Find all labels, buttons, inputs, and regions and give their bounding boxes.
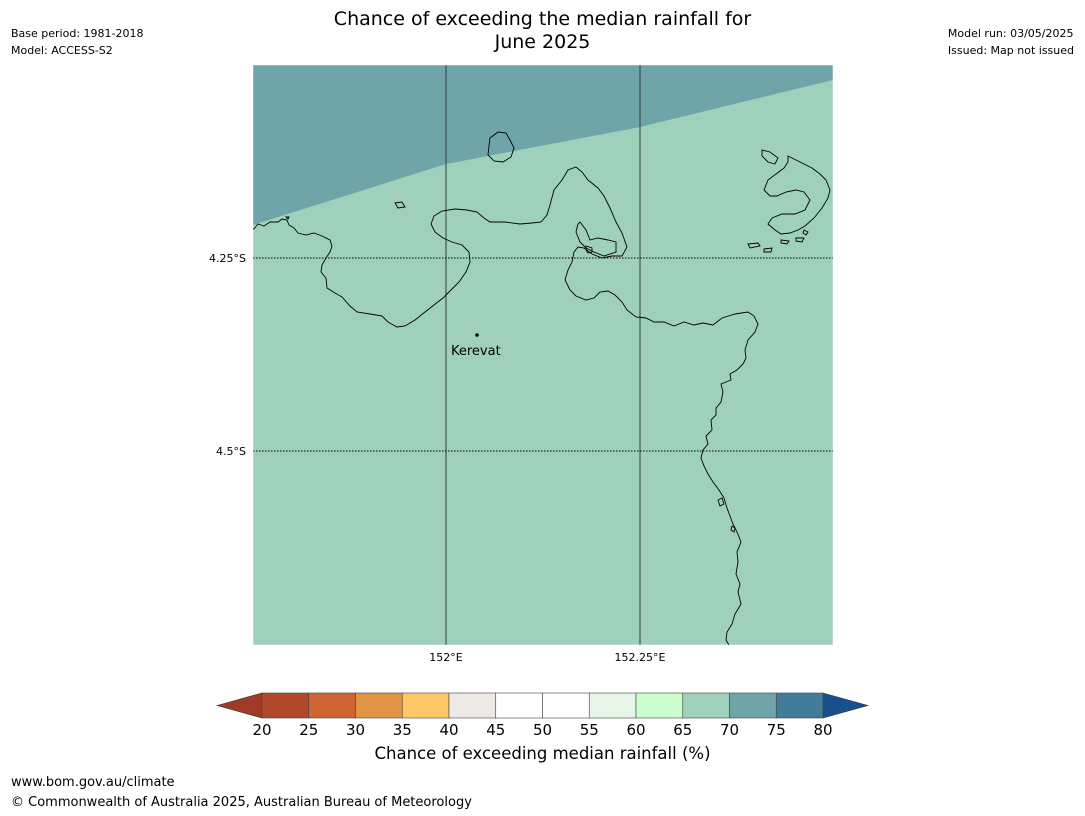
footer-copyright: © Commonwealth of Australia 2025, Austra…	[11, 795, 472, 810]
colorbar-bin-55-60	[588, 692, 637, 719]
colorbar-tick-30: 30	[346, 721, 365, 739]
coastline-west-islet	[394, 201, 406, 209]
colorbar-bin-75-80	[775, 692, 824, 719]
colorbar-tick-65: 65	[673, 721, 692, 739]
base-period-text: Base period: 1981-2018	[11, 27, 144, 40]
colorbar-tick-80: 80	[813, 721, 832, 739]
colorbar-bin-60-65	[635, 692, 684, 719]
meta-right: Model run: 03/05/2025 Issued: Map not is…	[948, 25, 1074, 59]
coastline-main	[253, 166, 759, 645]
colorbar-bin-20-25	[261, 692, 310, 719]
coastline-inner-peninsula	[575, 221, 617, 257]
place-label-kerevat: Kerevat	[451, 344, 501, 359]
coastline	[253, 131, 831, 645]
coastline-ne-islands	[761, 149, 831, 235]
coastline-ne-islet-5	[802, 229, 809, 236]
colorbar-bin-25-30	[308, 692, 356, 719]
title-line-1: Chance of exceeding the median rainfall …	[333, 8, 752, 30]
coastline-ne-islet-1	[747, 242, 761, 249]
coastline-east-islets	[717, 497, 736, 533]
map-title: Chance of exceeding the median rainfall …	[0, 8, 1085, 54]
colorbar-bin-45-50	[495, 692, 543, 719]
map-frame	[252, 64, 834, 646]
colorbar-tick-70: 70	[720, 721, 739, 739]
colorbar-tick-20: 20	[252, 721, 271, 739]
colorbar-bin-35-40	[401, 692, 450, 719]
colorbar-tick-45: 45	[486, 721, 505, 739]
footer-url[interactable]: www.bom.gov.au/climate	[11, 775, 175, 790]
lat-label-4-25: 4.25°S	[209, 252, 246, 265]
colorbar-under-arrow	[215, 692, 263, 719]
colorbar-bin-40-45	[448, 692, 497, 719]
colorbar-over-arrow	[822, 692, 870, 719]
coastline-ne-islet-2	[763, 247, 773, 253]
meta-left: Base period: 1981-2018 Model: ACCESS-S2	[11, 25, 143, 59]
coastline-islet-small	[585, 245, 593, 254]
coastline-west-islet-2	[284, 216, 290, 220]
probability-zone-70-75	[253, 65, 833, 225]
colorbar-label: Chance of exceeding median rainfall (%)	[374, 744, 711, 763]
colorbar-tick-55: 55	[580, 721, 599, 739]
coastline-north-island	[487, 131, 515, 163]
coastline-ne-islet-3	[780, 239, 790, 245]
model-run-text: Model run: 03/05/2025	[947, 27, 1074, 40]
colorbar-tick-25: 25	[299, 721, 318, 739]
map-area	[253, 65, 833, 645]
kerevat-marker	[475, 333, 479, 337]
colorbar-tick-75: 75	[767, 721, 786, 739]
coastline-ne-islet-4	[795, 237, 805, 243]
colorbar-bin-50-55	[542, 692, 590, 719]
colorbar-tick-40: 40	[439, 721, 458, 739]
colorbar-bin-70-75	[729, 692, 777, 719]
lat-label-4-5: 4.5°S	[216, 445, 246, 458]
colorbar-bin-65-70	[682, 692, 730, 719]
title-line-2: June 2025	[494, 31, 591, 53]
lon-label-152: 152°E	[429, 651, 462, 664]
colorbar-bin-30-35	[355, 692, 403, 719]
lon-label-152-25: 152.25°E	[615, 651, 666, 664]
colorbar: 20 25 30 35 40 45 50 55 60 65 70 75 80	[215, 692, 870, 739]
colorbar-tick-60: 60	[626, 721, 645, 739]
model-text: Model: ACCESS-S2	[11, 44, 113, 57]
colorbar-tick-35: 35	[393, 721, 412, 739]
issued-text: Issued: Map not issued	[947, 44, 1074, 57]
colorbar-tick-50: 50	[533, 721, 552, 739]
